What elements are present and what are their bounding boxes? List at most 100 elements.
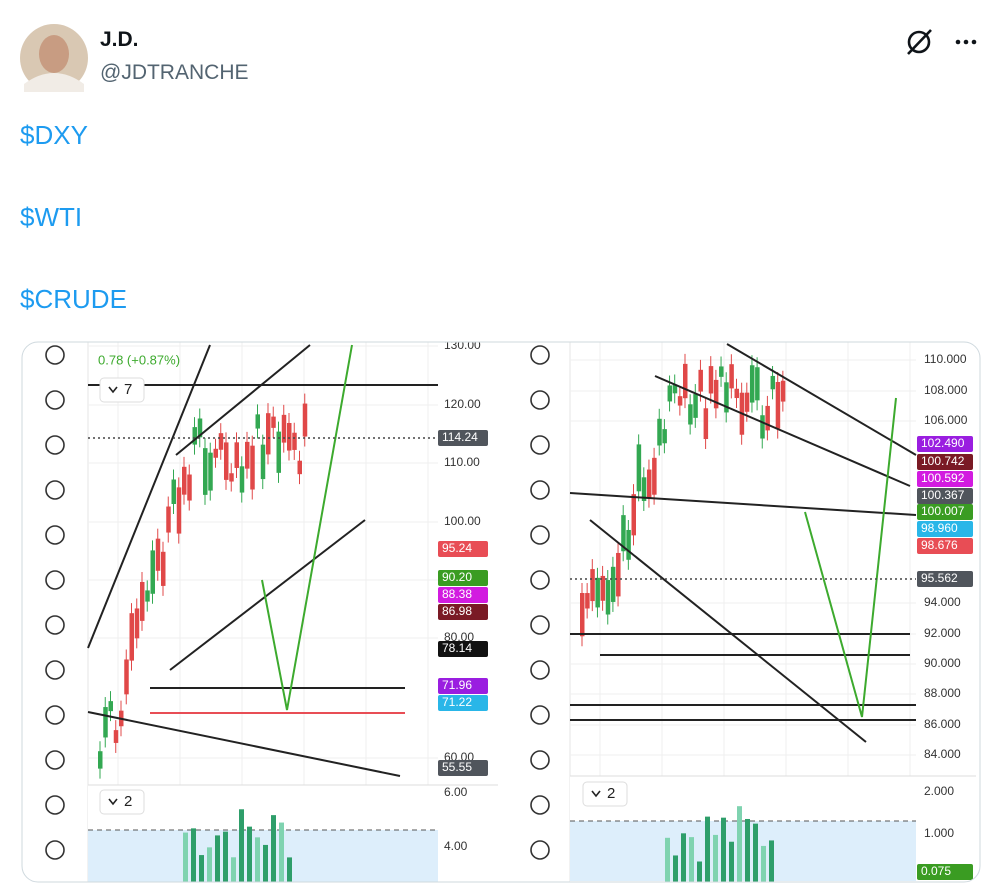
drawing-line	[589, 519, 867, 743]
pane-badge[interactable]	[99, 789, 145, 815]
author-name[interactable]: J.D.	[100, 28, 139, 51]
candle	[775, 382, 781, 429]
histogram-bar	[239, 809, 244, 882]
price-tag-label: 78.14	[442, 641, 472, 655]
histogram-bar	[215, 835, 220, 882]
candle	[260, 444, 266, 480]
candle	[719, 366, 724, 377]
candle	[281, 414, 287, 443]
candle	[239, 466, 245, 493]
price-tag-label: 100.007	[921, 504, 965, 518]
histogram-bar	[713, 834, 718, 882]
tool-icon[interactable]	[45, 660, 65, 680]
candle	[161, 551, 166, 586]
candle	[171, 479, 176, 504]
cashtag[interactable]: $CRUDE	[20, 284, 127, 314]
cashtag[interactable]: $DXY	[20, 120, 88, 150]
axis-label: 6.00	[444, 785, 468, 799]
tool-icon[interactable]	[530, 615, 550, 635]
candle	[749, 365, 755, 403]
histogram-bar	[729, 841, 734, 882]
candle	[708, 366, 714, 394]
histogram-bar	[665, 837, 670, 882]
axis-label: 88.000	[924, 686, 961, 700]
tool-icon[interactable]	[530, 705, 550, 725]
candle	[755, 367, 760, 401]
tool-icon[interactable]	[45, 435, 65, 455]
tool-icon[interactable]	[530, 660, 550, 680]
tool-icon[interactable]	[45, 750, 65, 770]
tool-icon[interactable]	[45, 480, 65, 500]
pane-badge[interactable]	[582, 781, 628, 807]
tool-icon[interactable]	[530, 480, 550, 500]
tool-icon[interactable]	[45, 390, 65, 410]
candle	[213, 448, 218, 458]
tool-icon[interactable]	[45, 840, 65, 860]
axis-label: 94.000	[924, 595, 961, 609]
tool-icon[interactable]	[530, 750, 550, 770]
candle	[287, 423, 292, 451]
price-tag-label: 55.55	[442, 760, 472, 774]
candle	[621, 515, 626, 552]
histogram-bar	[705, 816, 710, 882]
candle	[182, 466, 187, 495]
candle	[636, 444, 642, 492]
histogram-bar	[753, 823, 758, 882]
price-change: 0.78 (+0.87%)	[98, 352, 180, 367]
axis-label: 130.00	[444, 338, 481, 352]
sub-pane	[570, 776, 916, 882]
candle	[580, 593, 585, 637]
tool-icon[interactable]	[530, 525, 550, 545]
histogram-bar	[721, 817, 726, 882]
tool-icon[interactable]	[530, 435, 550, 455]
tool-icon[interactable]	[45, 570, 65, 590]
tool-icon[interactable]	[530, 570, 550, 590]
price-tag	[438, 760, 488, 776]
grok-icon[interactable]	[907, 29, 932, 55]
candle	[770, 375, 776, 390]
candle	[765, 405, 770, 431]
price-tag	[917, 571, 973, 587]
axis-label: 84.000	[924, 747, 961, 761]
axis-label: 110.000	[924, 352, 967, 366]
candle	[155, 538, 161, 571]
price-tag	[438, 695, 488, 711]
axis-label: 92.000	[924, 626, 961, 640]
oscillator-band	[88, 830, 438, 882]
drawing-line	[87, 344, 211, 649]
price-tag	[438, 604, 488, 620]
tool-icon[interactable]	[45, 795, 65, 815]
price-tag	[917, 436, 973, 452]
pane-badge[interactable]	[99, 377, 145, 403]
tool-icon[interactable]	[530, 840, 550, 860]
price-tag-label: 98.676	[921, 538, 958, 552]
candle	[166, 506, 171, 533]
price-tag	[917, 454, 973, 470]
tool-icon[interactable]	[530, 795, 550, 815]
cashtag[interactable]: $WTI	[20, 202, 83, 232]
candle	[192, 427, 197, 445]
price-tag	[917, 864, 973, 880]
author-handle[interactable]: @JDTRANCHE	[100, 61, 249, 84]
axis-label: 106.000	[924, 413, 968, 427]
candle	[292, 432, 297, 450]
tool-icon[interactable]	[45, 615, 65, 635]
price-tag-label: 95.24	[442, 541, 472, 555]
price-tag-label: 102.490	[921, 436, 965, 450]
candle	[224, 442, 229, 480]
histogram-bar	[199, 855, 204, 882]
histogram-bar	[207, 847, 212, 882]
price-tag-label: 86.98	[442, 604, 472, 618]
tool-icon[interactable]	[45, 705, 65, 725]
pane-count: 2	[124, 793, 132, 810]
more-menu[interactable]	[955, 39, 977, 45]
axis-label: 4.00	[444, 839, 468, 853]
price-tag-label: 88.38	[442, 587, 472, 601]
price-tag-label: 71.96	[442, 678, 472, 692]
candle	[197, 418, 203, 438]
tool-icon[interactable]	[45, 345, 65, 365]
histogram-bar	[255, 837, 260, 882]
tool-icon[interactable]	[530, 390, 550, 410]
tool-icon[interactable]	[45, 525, 65, 545]
tool-icon[interactable]	[530, 345, 550, 365]
